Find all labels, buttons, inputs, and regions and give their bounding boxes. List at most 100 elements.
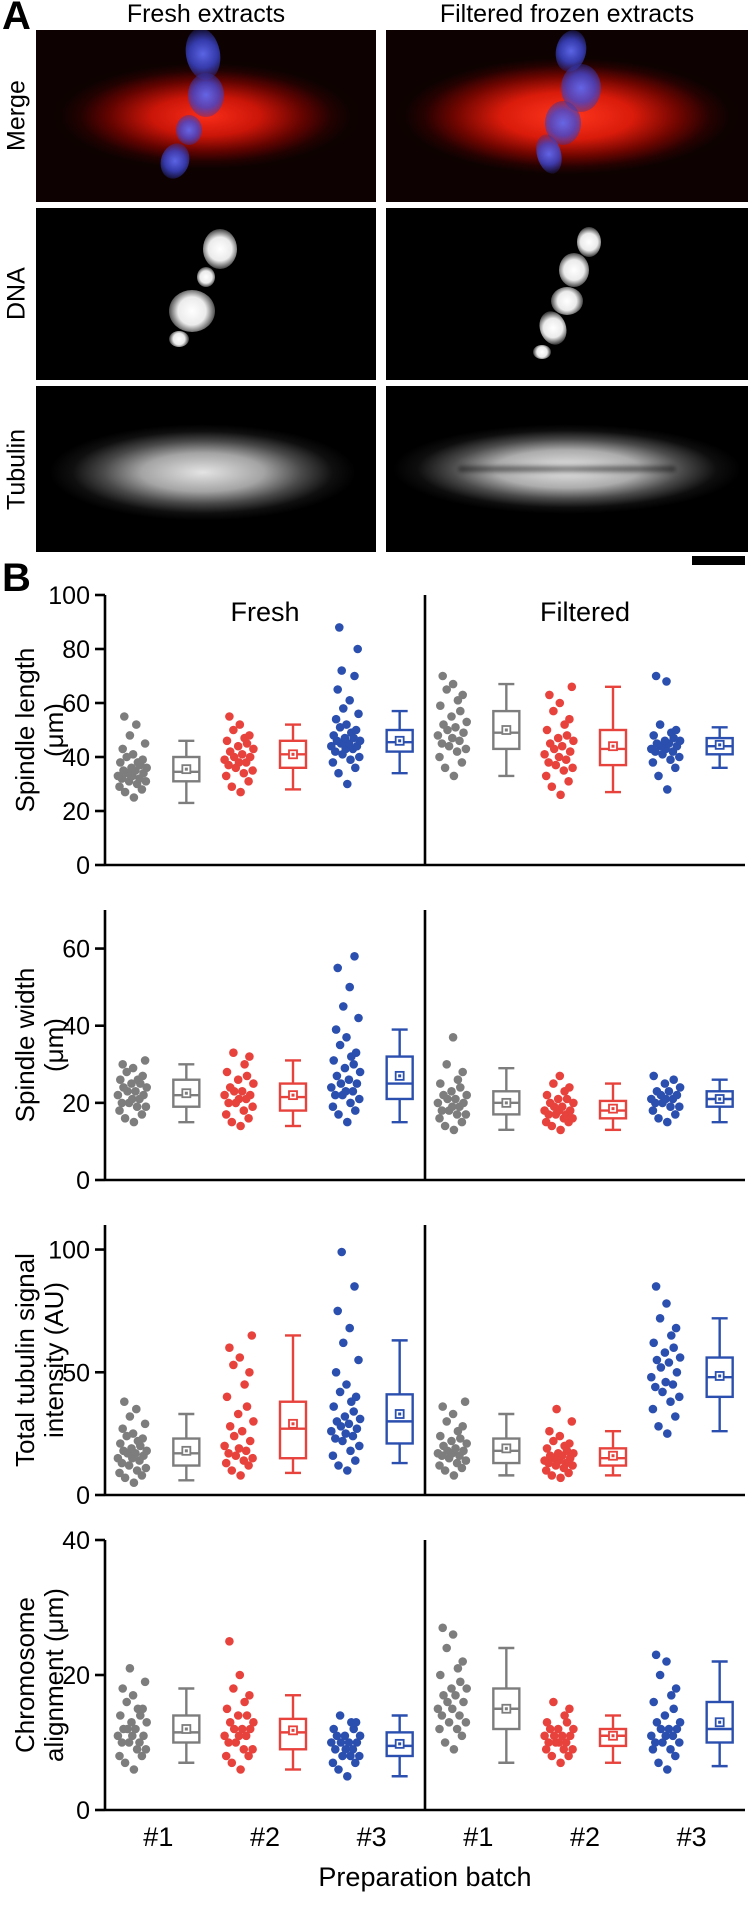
chromosome-blob	[176, 114, 202, 145]
scatter-point	[654, 1758, 663, 1768]
scatter-point	[331, 1368, 341, 1377]
scatter-point	[461, 1456, 471, 1465]
mean-dot	[291, 1728, 295, 1732]
scatter-point	[651, 1738, 660, 1747]
scatter-point	[562, 1094, 572, 1104]
scatter-point	[436, 701, 445, 710]
scatter-point	[225, 1083, 235, 1092]
scatter-point	[229, 1360, 238, 1370]
x-axis-title: Preparation batch	[318, 1862, 531, 1892]
scatter-point	[354, 1013, 363, 1023]
scatter-point	[540, 1731, 549, 1741]
scatter-point	[660, 736, 670, 746]
scatter-point	[564, 1751, 573, 1761]
mean-dot	[718, 1374, 722, 1378]
scatter-point	[449, 1745, 459, 1754]
scatter-point	[139, 1090, 148, 1100]
scatter-point	[339, 1338, 348, 1348]
scatter-point	[345, 696, 355, 705]
scatter-point	[329, 1724, 339, 1734]
dna-blob	[197, 266, 215, 287]
scatter-point	[649, 1697, 658, 1707]
scatter-point	[345, 1323, 355, 1333]
scatter-point	[439, 1691, 448, 1700]
scatter-point	[138, 1071, 147, 1081]
scatter-point	[666, 755, 675, 764]
scatter-point	[560, 1711, 569, 1720]
scatter-point	[541, 771, 551, 781]
scatter-point	[336, 1738, 346, 1747]
mean-dot	[611, 1734, 615, 1738]
scatter-point	[338, 1751, 347, 1761]
mean-dot	[398, 1412, 402, 1416]
scatter-point	[338, 1436, 347, 1446]
scatter-point	[328, 1102, 338, 1111]
scatter-point	[237, 1087, 247, 1096]
y-tick-label: 60	[62, 690, 90, 718]
scatter-point	[350, 952, 359, 961]
scatter-point	[565, 1704, 574, 1714]
spindle-midline	[458, 465, 676, 472]
scatter-point	[442, 1060, 452, 1069]
scatter-point	[329, 731, 339, 740]
scatter-point	[355, 1414, 365, 1424]
scatter-point	[239, 1106, 249, 1115]
scatter-point	[227, 1466, 237, 1475]
scatter-point	[671, 1684, 681, 1693]
scatter-point	[663, 785, 672, 794]
mean-dot	[504, 1101, 508, 1105]
scatter-point	[652, 1087, 662, 1096]
scatter-point	[663, 1429, 672, 1438]
scatter-point	[457, 758, 467, 767]
scatter-point	[116, 758, 125, 767]
scatter-point	[222, 736, 232, 746]
scatter-point	[118, 1684, 127, 1693]
scatter-point	[242, 1402, 252, 1411]
scatter-point	[459, 728, 468, 737]
scatter-point	[672, 1724, 682, 1734]
y-axis-label: alignment (μm)	[39, 1588, 69, 1762]
scatter-point	[227, 1758, 237, 1768]
scatter-point	[240, 1380, 249, 1389]
scatter-point	[342, 720, 351, 729]
dna-blob	[559, 252, 590, 287]
panel-a-label: A	[2, 0, 31, 38]
scatter-point	[545, 1724, 555, 1734]
mean-dot	[291, 1093, 295, 1097]
scatter-point	[138, 1434, 147, 1443]
scatter-point	[224, 1098, 233, 1108]
scatter-point	[451, 1444, 460, 1453]
scatter-point	[129, 1478, 139, 1487]
scatter-point	[667, 1691, 676, 1700]
scatter-point	[675, 1083, 685, 1092]
scatter-point	[333, 685, 343, 694]
scatter-point	[458, 690, 468, 700]
scatter-point	[332, 1071, 342, 1081]
scatter-point	[448, 1033, 458, 1042]
scatter-point	[348, 1745, 358, 1754]
scatter-point	[545, 1451, 555, 1460]
scatter-point	[137, 1110, 147, 1119]
scatter-point	[355, 1751, 364, 1761]
scatter-point	[327, 741, 336, 751]
scatter-point	[351, 1048, 361, 1057]
x-tick-label: #2	[250, 1822, 280, 1852]
scatter-point	[448, 679, 458, 689]
scatter-point	[350, 1282, 359, 1291]
scatter-point	[447, 1087, 456, 1096]
scatter-point	[225, 1637, 234, 1646]
scatter-point	[671, 763, 680, 773]
scatter-point	[248, 1745, 257, 1754]
scatter-point	[545, 690, 554, 700]
scatter-point	[651, 1382, 660, 1392]
scatter-point	[127, 1718, 136, 1727]
scatter-point	[141, 1102, 151, 1111]
scatter-point	[336, 1079, 346, 1088]
scatter-point	[328, 758, 338, 767]
merge-image-filtered	[386, 30, 748, 202]
scatter-point	[556, 1125, 565, 1135]
scatter-point	[132, 1102, 142, 1111]
x-tick-label: #2	[570, 1822, 600, 1852]
scatter-point	[452, 1724, 462, 1734]
scatter-point	[118, 1424, 127, 1433]
